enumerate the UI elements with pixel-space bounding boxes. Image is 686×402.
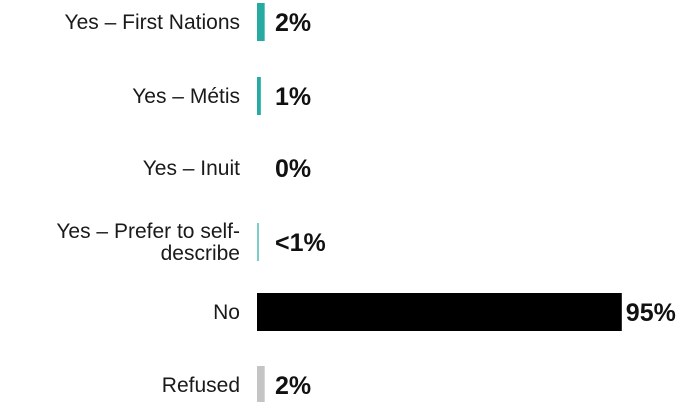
- bar: [257, 77, 261, 115]
- category-label-line: Yes – Prefer to self-: [56, 220, 240, 243]
- category-label: No: [213, 301, 240, 324]
- category-label-line: Refused: [162, 374, 240, 397]
- category-label-line: No: [213, 301, 240, 324]
- value-label: 2%: [275, 9, 311, 37]
- category-label: Yes – Prefer to self-describe: [56, 220, 240, 265]
- bar: [257, 293, 622, 331]
- category-label-line: Yes – Métis: [132, 85, 240, 108]
- category-label-line: Yes – First Nations: [65, 11, 240, 34]
- bar: [257, 3, 265, 41]
- category-label-line: describe: [161, 242, 240, 265]
- value-label: 2%: [275, 372, 311, 400]
- bar: [257, 366, 265, 402]
- value-label: 95%: [626, 299, 676, 327]
- category-label: Yes – Métis: [132, 85, 240, 108]
- value-label: 0%: [275, 155, 311, 183]
- category-label: Yes – First Nations: [65, 11, 240, 34]
- value-label: <1%: [275, 229, 326, 257]
- value-label: 1%: [275, 83, 311, 111]
- bar: [257, 223, 259, 261]
- category-label: Yes – Inuit: [143, 157, 240, 180]
- category-label: Refused: [162, 374, 240, 397]
- category-label-line: Yes – Inuit: [143, 157, 240, 180]
